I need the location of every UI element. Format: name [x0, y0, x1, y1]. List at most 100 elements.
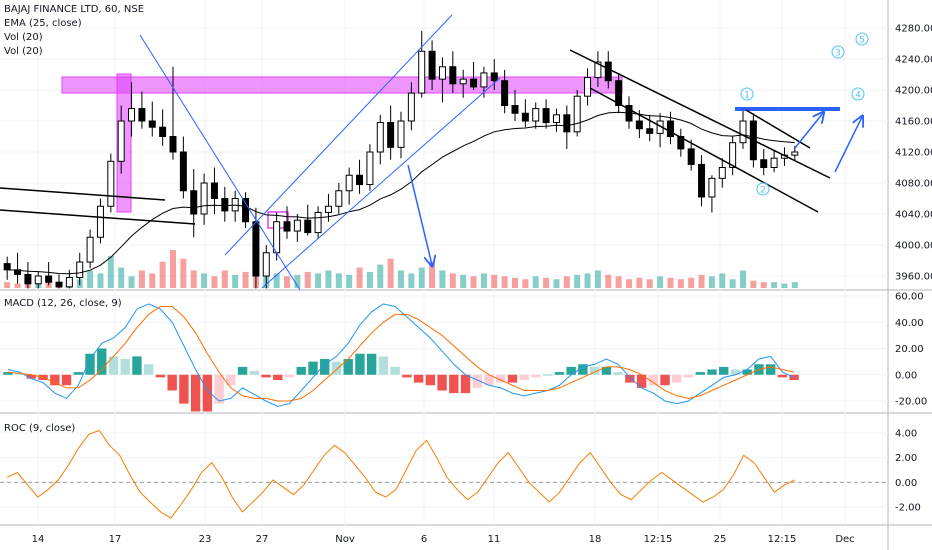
roc-legend-label: ROC (9, close): [4, 423, 75, 434]
candle-down: [604, 61, 612, 82]
wave-label-text: 4: [855, 91, 861, 101]
time-tick-label: 11: [488, 534, 501, 545]
price-tick-label: 4240.00: [895, 55, 932, 66]
macd-histogram-bar: [589, 366, 600, 375]
volume-bar: [97, 273, 104, 288]
volume-bar: [688, 277, 695, 288]
macd-histogram-bar: [50, 374, 60, 386]
time-tick-label: 14: [32, 534, 45, 545]
macd-histogram-bar: [413, 374, 424, 383]
candle-down: [698, 163, 706, 198]
candle-up: [584, 77, 592, 97]
wave-label-text: 3: [835, 49, 841, 59]
candle-up: [438, 66, 446, 80]
volume-bar: [460, 274, 467, 288]
candle-down: [563, 114, 571, 133]
macd-histogram-bar: [660, 374, 670, 386]
volume-bar: [418, 267, 425, 288]
macd-histogram-bar: [108, 356, 119, 375]
volume-bar: [398, 270, 404, 288]
volume-bar: [107, 255, 114, 288]
macd-histogram-bar: [390, 366, 400, 375]
candle-up: [739, 120, 747, 144]
candle-down: [190, 190, 198, 215]
candle-up: [718, 167, 726, 179]
roc-tick-label: 2.00: [895, 453, 917, 464]
candle-down: [760, 159, 768, 168]
volume-bar: [211, 276, 218, 288]
candle-up: [770, 157, 778, 168]
candle-down: [55, 281, 63, 288]
candle-up: [397, 120, 405, 148]
volume-bar: [87, 270, 94, 288]
candle-down: [428, 50, 436, 80]
candle-up: [708, 177, 716, 198]
volume-bar: [325, 270, 332, 288]
candle-up: [335, 190, 343, 207]
volume-bar: [532, 276, 539, 288]
macd-histogram-bar: [273, 374, 283, 380]
candle-down: [521, 112, 529, 122]
volume-bar: [646, 279, 653, 288]
macd-histogram-bar: [765, 364, 776, 375]
candle-down: [159, 126, 167, 137]
wave-label-text: 2: [760, 186, 766, 196]
candle-down: [252, 221, 260, 277]
macd-histogram-bar: [85, 353, 95, 375]
candle-up: [128, 108, 136, 122]
macd-histogram-bar: [237, 366, 248, 375]
price-tick-label: 3960.00: [895, 272, 932, 283]
price-tick-label: 4080.00: [895, 179, 932, 190]
candle-down: [666, 120, 674, 137]
macd-histogram-bar: [214, 374, 224, 404]
volume-bar: [387, 258, 394, 288]
macd-panel: [3, 303, 799, 412]
volume-bar: [553, 279, 560, 288]
descending-line-lower: [589, 87, 819, 213]
volume-bar: [698, 274, 705, 288]
volume-bar: [574, 274, 581, 288]
volume-bar: [190, 270, 197, 288]
wave-label-circle: [851, 87, 865, 101]
candle-up: [34, 275, 42, 285]
volume-bar: [512, 277, 518, 288]
macd-histogram-bar: [14, 373, 25, 375]
volume-bar: [677, 279, 684, 288]
wave-label-circle: [855, 32, 869, 46]
volume-bar: [149, 273, 156, 288]
price-tick-label: 4120.00: [895, 148, 932, 159]
ema-curve: [7, 111, 795, 275]
candle-up: [324, 205, 332, 213]
volume-bar: [366, 271, 373, 288]
volume-bar: [605, 274, 612, 288]
price-tick-label: 4000.00: [895, 241, 932, 252]
macd-legend-label: MACD (12, 26, close, 9): [4, 298, 122, 309]
candle-down: [635, 120, 643, 130]
time-tick-label: 18: [589, 534, 602, 545]
macd-histogram-bar: [484, 374, 494, 386]
macd-histogram-bar: [143, 364, 154, 375]
volume-bar: [449, 273, 456, 288]
candle-down: [470, 78, 478, 88]
candle-up: [273, 221, 281, 254]
candle-up: [76, 261, 84, 279]
volume-bar: [232, 274, 239, 288]
volume-bar: [760, 282, 767, 288]
candle-down: [511, 105, 519, 114]
macd-histogram-bar: [672, 374, 682, 383]
volume-bar: [335, 273, 342, 288]
candle-up: [418, 50, 426, 94]
candle-down: [283, 221, 291, 232]
macd-histogram-bar: [719, 366, 729, 375]
candle-up: [314, 211, 322, 234]
macd-histogram-bar: [26, 374, 37, 379]
macd-histogram-bar: [331, 361, 342, 375]
candle-down: [356, 174, 364, 186]
volume-bar: [118, 267, 125, 288]
macd-histogram-bar: [73, 372, 83, 375]
candle-down: [687, 148, 695, 165]
macd-histogram-bar: [167, 374, 177, 391]
volume-bar: [284, 276, 290, 288]
volume-bar: [128, 276, 135, 288]
